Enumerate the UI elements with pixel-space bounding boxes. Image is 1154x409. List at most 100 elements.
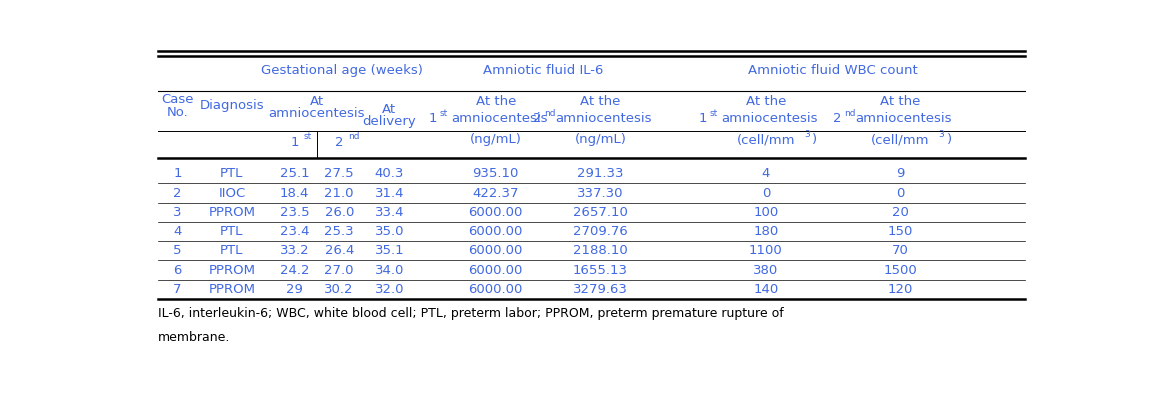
Text: 33.2: 33.2	[279, 244, 309, 257]
Text: 23.4: 23.4	[279, 225, 309, 238]
Text: membrane.: membrane.	[158, 331, 230, 344]
Text: 30.2: 30.2	[324, 283, 354, 296]
Text: 25.1: 25.1	[279, 167, 309, 180]
Text: (cell/mm: (cell/mm	[871, 133, 929, 146]
Text: 26.4: 26.4	[324, 244, 354, 257]
Text: PTL: PTL	[220, 244, 243, 257]
Text: PTL: PTL	[220, 167, 243, 180]
Text: At: At	[382, 103, 396, 116]
Text: IIOC: IIOC	[218, 187, 246, 200]
Text: amniocentesis: amniocentesis	[855, 112, 952, 125]
Text: 29: 29	[286, 283, 304, 296]
Text: 9: 9	[896, 167, 905, 180]
Text: 6000.00: 6000.00	[469, 283, 523, 296]
Text: Amniotic fluid WBC count: Amniotic fluid WBC count	[748, 64, 917, 77]
Text: Amniotic fluid IL-6: Amniotic fluid IL-6	[484, 64, 604, 77]
Text: 6000.00: 6000.00	[469, 225, 523, 238]
Text: 1100: 1100	[749, 244, 782, 257]
Text: 6: 6	[173, 263, 181, 276]
Text: 337.30: 337.30	[577, 187, 623, 200]
Text: 35.1: 35.1	[375, 244, 404, 257]
Text: 2188.10: 2188.10	[574, 244, 628, 257]
Text: Gestational age (weeks): Gestational age (weeks)	[261, 64, 422, 77]
Text: IL-6, interleukin-6; WBC, white blood cell; PTL, preterm labor; PPROM, preterm p: IL-6, interleukin-6; WBC, white blood ce…	[158, 307, 784, 320]
Text: 3279.63: 3279.63	[572, 283, 628, 296]
Text: 20: 20	[892, 206, 908, 219]
Text: 7: 7	[173, 283, 181, 296]
Text: 4: 4	[173, 225, 181, 238]
Text: ): )	[812, 133, 817, 146]
Text: At the: At the	[879, 95, 920, 108]
Text: nd: nd	[844, 109, 855, 118]
Text: 34.0: 34.0	[375, 263, 404, 276]
Text: nd: nd	[349, 132, 360, 141]
Text: PPROM: PPROM	[209, 263, 255, 276]
Text: amniocentesis: amniocentesis	[451, 112, 547, 125]
Text: 1: 1	[428, 112, 437, 125]
Text: 4: 4	[762, 167, 770, 180]
Text: st: st	[440, 109, 448, 118]
Text: 1: 1	[699, 112, 707, 125]
Text: At the: At the	[745, 95, 786, 108]
Text: 291.33: 291.33	[577, 167, 623, 180]
Text: PPROM: PPROM	[209, 283, 255, 296]
Text: 35.0: 35.0	[375, 225, 404, 238]
Text: 23.5: 23.5	[279, 206, 309, 219]
Text: 25.3: 25.3	[324, 225, 354, 238]
Text: 0: 0	[762, 187, 770, 200]
Text: 33.4: 33.4	[375, 206, 404, 219]
Text: 2: 2	[173, 187, 181, 200]
Text: 380: 380	[754, 263, 779, 276]
Text: amniocentesis: amniocentesis	[269, 107, 365, 120]
Text: st: st	[304, 132, 312, 141]
Text: 26.0: 26.0	[324, 206, 354, 219]
Text: 422.37: 422.37	[472, 187, 519, 200]
Text: 24.2: 24.2	[279, 263, 309, 276]
Text: 21.0: 21.0	[324, 187, 354, 200]
Text: PPROM: PPROM	[209, 206, 255, 219]
Text: 5: 5	[173, 244, 181, 257]
Text: 150: 150	[887, 225, 913, 238]
Text: 140: 140	[754, 283, 779, 296]
Text: 70: 70	[892, 244, 908, 257]
Text: 3: 3	[173, 206, 181, 219]
Text: 100: 100	[754, 206, 779, 219]
Text: 120: 120	[887, 283, 913, 296]
Text: 1655.13: 1655.13	[572, 263, 628, 276]
Text: PTL: PTL	[220, 225, 243, 238]
Text: amniocentesis: amniocentesis	[556, 112, 652, 125]
Text: At the: At the	[580, 95, 621, 108]
Text: At: At	[309, 95, 324, 108]
Text: 180: 180	[754, 225, 779, 238]
Text: st: st	[710, 109, 718, 118]
Text: delivery: delivery	[362, 115, 417, 128]
Text: 18.4: 18.4	[279, 187, 309, 200]
Text: 27.5: 27.5	[324, 167, 354, 180]
Text: 2: 2	[335, 136, 344, 149]
Text: 3: 3	[938, 130, 944, 139]
Text: Diagnosis: Diagnosis	[200, 99, 264, 112]
Text: (ng/mL): (ng/mL)	[470, 133, 522, 146]
Text: No.: No.	[166, 106, 188, 119]
Text: 1500: 1500	[883, 263, 916, 276]
Text: 6000.00: 6000.00	[469, 263, 523, 276]
Text: 1: 1	[173, 167, 181, 180]
Text: ): )	[946, 133, 952, 146]
Text: 935.10: 935.10	[472, 167, 519, 180]
Text: (cell/mm: (cell/mm	[736, 133, 795, 146]
Text: 6000.00: 6000.00	[469, 206, 523, 219]
Text: 2657.10: 2657.10	[572, 206, 628, 219]
Text: amniocentesis: amniocentesis	[721, 112, 817, 125]
Text: (ng/mL): (ng/mL)	[575, 133, 627, 146]
Text: 40.3: 40.3	[375, 167, 404, 180]
Text: 1: 1	[291, 136, 299, 149]
Text: 31.4: 31.4	[375, 187, 404, 200]
Text: At the: At the	[475, 95, 516, 108]
Text: 3: 3	[804, 130, 810, 139]
Text: Case: Case	[162, 93, 194, 106]
Text: 2709.76: 2709.76	[574, 225, 628, 238]
Text: 6000.00: 6000.00	[469, 244, 523, 257]
Text: 0: 0	[896, 187, 905, 200]
Text: 27.0: 27.0	[324, 263, 354, 276]
Text: 32.0: 32.0	[375, 283, 404, 296]
